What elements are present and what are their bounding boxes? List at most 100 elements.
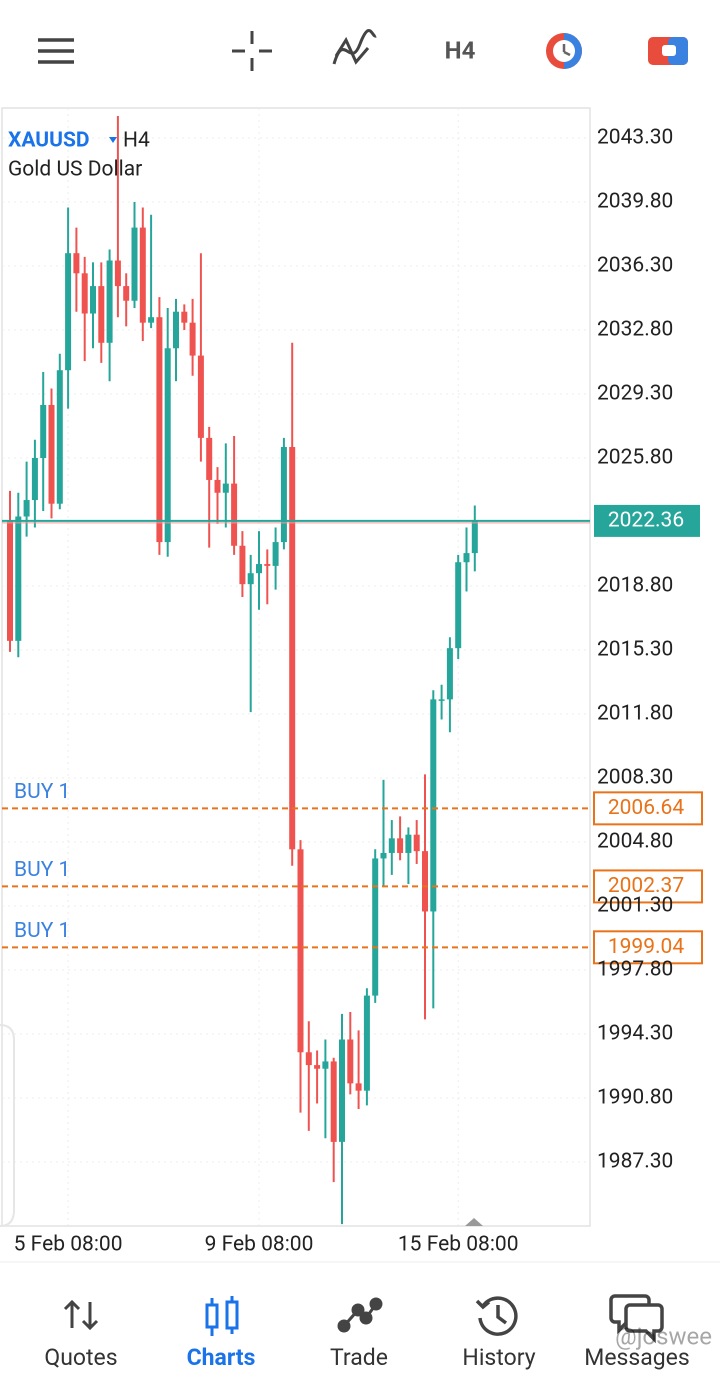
candle-body [330,1061,337,1142]
side-panel-handle[interactable] [0,1024,15,1227]
candle-body [206,437,213,480]
candle-body [114,260,121,287]
candle-body [81,273,88,314]
order-price-label: 2006.64 [608,796,685,820]
messages-icon[interactable] [609,1294,664,1344]
candle-body [272,542,279,566]
crosshair-button[interactable] [232,31,272,71]
candle-body [65,253,72,371]
symbol[interactable]: XAUUSD [8,129,90,153]
order-label: BUY 1 [14,780,70,804]
candle-body [7,520,13,641]
menu-button[interactable] [38,38,74,64]
trade-icon[interactable] [337,1297,383,1333]
candle-body [430,699,437,912]
y-tick-label: 1987.30 [597,1150,673,1174]
nav-item-label[interactable]: Trade [330,1344,388,1371]
candle-body [23,500,30,517]
candle-body [463,553,470,563]
nav-item-label[interactable]: History [462,1344,535,1371]
price-lines: BUY 1 2006.64 BUY 1 2002.37 BUY 1 1999.04 2022… [2,504,703,965]
candle-body [98,286,105,343]
y-tick-label: 2001.30 [597,894,673,918]
x-tick-label: 15 Feb 08:00 [398,1233,519,1257]
x-tick-label: 9 Feb 08:00 [205,1233,314,1257]
chart-timeframe: H4 [123,129,150,153]
candle-body [363,995,370,1091]
candle-body [405,834,412,853]
scroll-marker[interactable] [465,1218,483,1226]
nav-item-label[interactable]: Charts [187,1344,256,1371]
axes: 2043.30 2039.80 2036.30 2032.80 2029.30 2025.… [14,126,674,1257]
y-tick-label: 1994.30 [597,1022,673,1046]
symbol-dropdown[interactable] [109,137,117,143]
candle-body [90,286,96,314]
y-tick-label: 2008.30 [597,766,673,790]
candle-body [388,838,395,853]
candle-body [164,348,171,543]
candle-body [40,404,47,458]
candle-body [372,858,379,996]
candle-body [264,564,271,566]
y-tick-label: 2018.80 [597,574,673,598]
y-tick-label: 2036.30 [597,254,673,278]
candle-body [106,260,113,343]
indicators-button[interactable] [332,29,377,65]
order-price-label: 1999.04 [608,935,685,959]
charts-icon[interactable] [205,1296,239,1336]
order-price-box [593,791,703,826]
chart-frame [1,107,591,1227]
order-price-box [593,869,703,904]
candle-body [297,849,304,1053]
trading-button[interactable] [546,33,582,69]
current-price-label: 2022.36 [608,508,684,532]
candle-body [197,355,204,438]
candle-body [156,317,163,543]
order-label: BUY 1 [14,858,70,882]
y-tick-label: 2015.30 [597,638,673,662]
candle-body [123,286,130,301]
history-icon[interactable] [475,1296,518,1336]
candle-body [380,852,387,859]
y-tick-label: 2039.80 [597,190,673,214]
y-tick-label: 2029.30 [597,382,673,406]
nav-item-label[interactable]: Messages [584,1344,690,1371]
candle-body [305,1052,312,1066]
candle-body [247,573,254,585]
candle-body [289,447,296,850]
candle-body [222,483,229,493]
y-tick-label: 2004.80 [597,830,673,854]
order-price-box [593,930,703,965]
nav-item-label[interactable]: Quotes [44,1344,117,1371]
candle-body [173,311,179,349]
candle-body [15,516,22,641]
candle-body [339,1039,345,1142]
x-tick-label: 5 Feb 08:00 [14,1233,123,1257]
symbol-description: Gold US Dollar [8,158,142,182]
current-price-box [594,504,700,537]
candle-body [455,562,462,649]
y-tick-label: 1997.80 [597,958,673,982]
candle-body [446,648,453,700]
timeframe-button[interactable]: H4 [445,36,476,64]
candle-body [471,520,478,554]
candle-body [181,311,188,323]
candle-body [214,479,221,493]
candle-body [413,834,420,852]
candle-body [438,699,445,701]
candle-body [355,1083,362,1091]
grid [2,108,590,1226]
candle-body [397,838,404,853]
candle-body [231,483,238,546]
candle-body [139,227,146,323]
nav-labels: Quotes Charts Trade History Messages [44,1344,689,1371]
candle-body [189,322,196,356]
candle-body [256,564,262,574]
quotes-icon[interactable] [63,1299,99,1331]
order-button[interactable] [648,37,688,65]
nav-icons [63,1294,664,1344]
candle-body [48,404,55,504]
y-tick-label: 2032.80 [597,318,673,342]
